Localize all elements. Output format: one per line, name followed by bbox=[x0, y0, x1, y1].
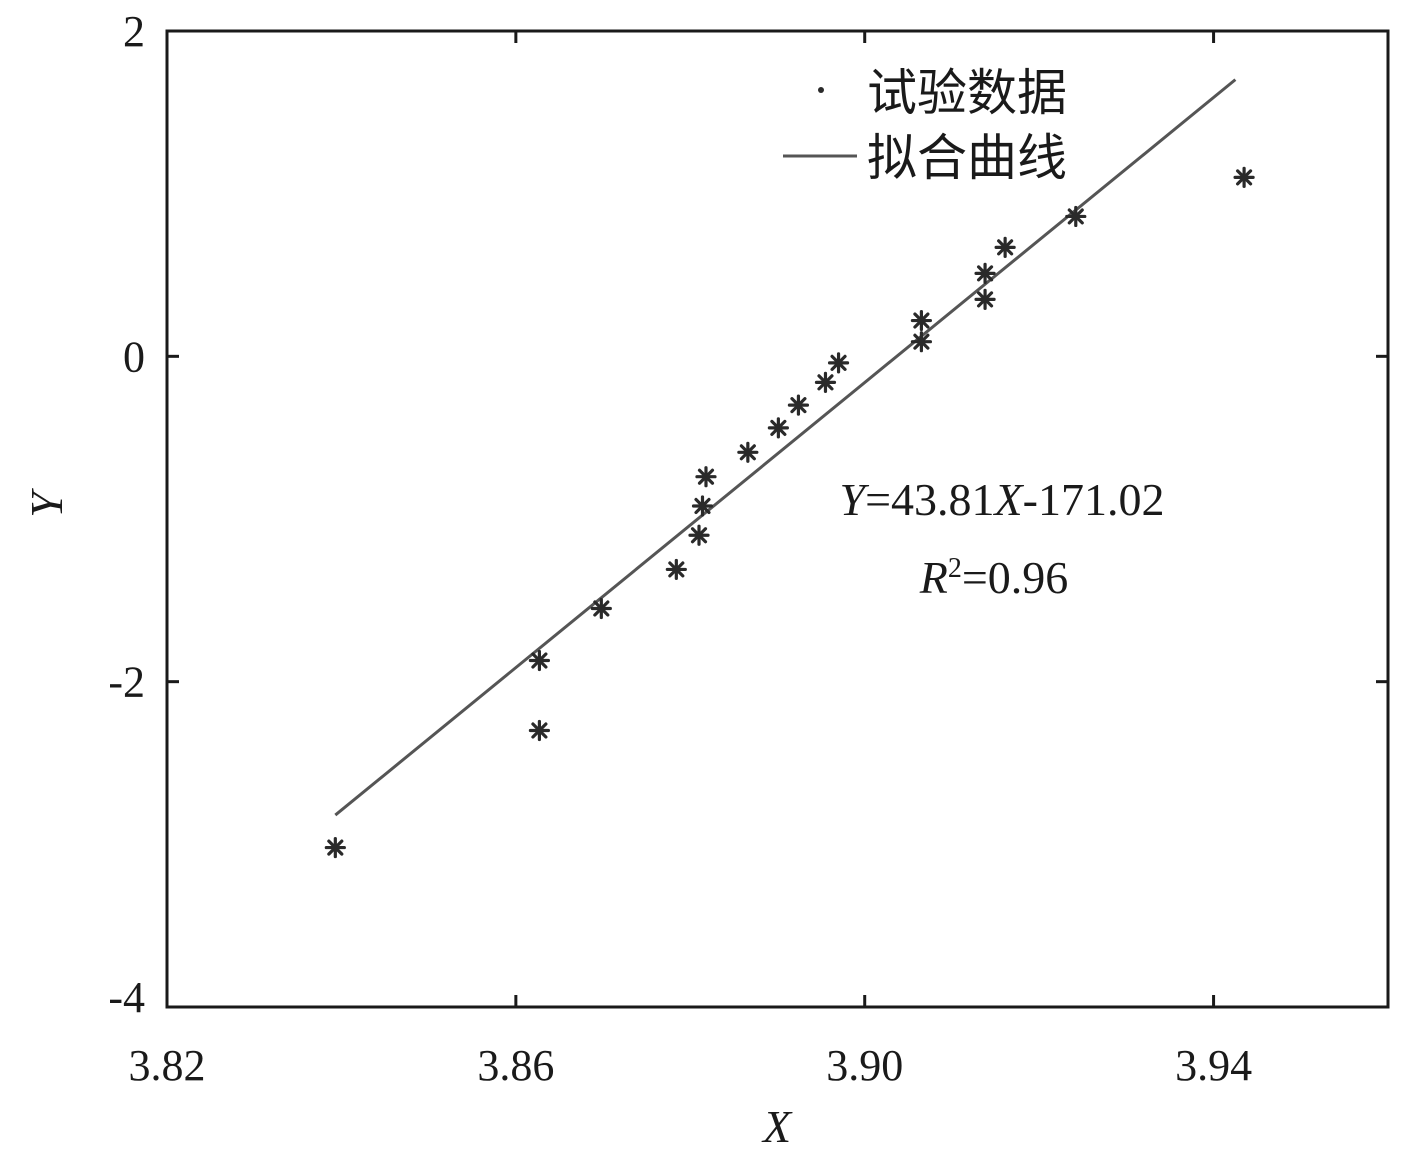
x-tick-label: 3.86 bbox=[477, 1041, 554, 1090]
r-squared-value: =0.96 bbox=[962, 552, 1068, 603]
x-tick-label: 3.82 bbox=[129, 1041, 206, 1090]
y-tick-label: -4 bbox=[108, 973, 145, 1022]
data-point bbox=[590, 597, 612, 620]
r-squared-symbol: R bbox=[919, 552, 948, 603]
x-tick-label: 3.90 bbox=[826, 1041, 903, 1090]
axis-ticks bbox=[165, 29, 1388, 1009]
y-tick-label: 2 bbox=[123, 7, 145, 56]
y-tick-labels: 2 0 -2 -4 bbox=[108, 7, 145, 1022]
equation-x-symbol: X bbox=[993, 474, 1025, 525]
data-point bbox=[974, 288, 996, 310]
x-tick-labels: 3.82 3.86 3.90 3.94 bbox=[129, 1041, 1253, 1090]
data-point bbox=[691, 495, 714, 517]
plot-frame bbox=[165, 29, 1390, 1009]
y-tick-label: -2 bbox=[108, 658, 145, 707]
data-point bbox=[994, 236, 1016, 258]
fit-equation: Y=43.81X-171.02 bbox=[840, 474, 1165, 525]
data-point bbox=[665, 558, 687, 581]
data-point bbox=[910, 331, 933, 353]
data-point bbox=[324, 836, 346, 859]
data-point bbox=[528, 649, 551, 672]
legend-label-fit: 拟合曲线 bbox=[867, 129, 1067, 187]
r-squared: R2=0.96 bbox=[919, 552, 1069, 603]
legend-label-data: 试验数据 bbox=[867, 64, 1067, 122]
x-tick-label: 3.94 bbox=[1175, 1041, 1252, 1090]
data-point bbox=[1065, 205, 1087, 228]
equation-slope: =43.81 bbox=[865, 474, 994, 525]
equation-y-symbol: Y bbox=[840, 474, 870, 525]
data-points bbox=[324, 166, 1255, 859]
y-axis-title: Y bbox=[21, 488, 72, 518]
data-point bbox=[528, 719, 551, 742]
r-squared-superscript: 2 bbox=[948, 553, 962, 584]
equation-intercept: -171.02 bbox=[1023, 474, 1165, 525]
legend-marker-icon bbox=[818, 87, 824, 93]
data-point bbox=[974, 262, 996, 284]
legend: 试验数据 拟合曲线 bbox=[783, 64, 1067, 187]
data-point bbox=[688, 524, 710, 546]
data-point bbox=[787, 394, 810, 416]
data-point bbox=[827, 352, 850, 374]
y-tick-label: 0 bbox=[123, 332, 145, 381]
data-point bbox=[1233, 166, 1255, 188]
fit-line bbox=[334, 78, 1237, 817]
data-point bbox=[910, 309, 933, 332]
x-axis-title: X bbox=[761, 1101, 793, 1150]
data-point bbox=[814, 371, 837, 393]
data-point bbox=[695, 466, 717, 488]
data-point bbox=[767, 417, 789, 439]
data-point bbox=[737, 441, 759, 463]
